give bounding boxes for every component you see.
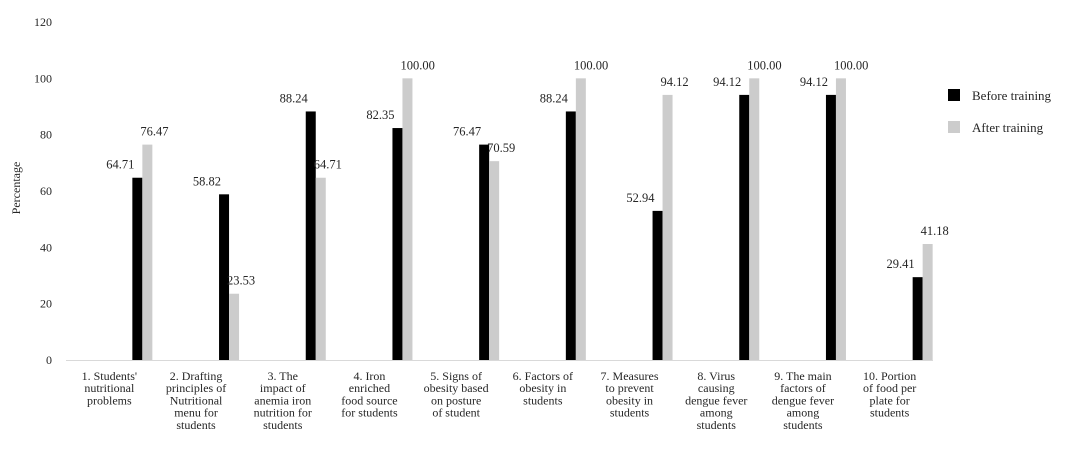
category-label: 10. Portion of food per plate for students [863,369,916,420]
y-tick-label: 20 [40,297,52,311]
bar-after-training [142,144,153,360]
bar-before-training [479,144,490,360]
bar-after-training [662,94,673,361]
category-label: 7. Measures to prevent obesity in students [601,369,659,420]
data-label: 64.71 [314,158,342,172]
category-label: 8. Virus causing dengue fever among students [685,369,747,432]
bar-after-training [402,78,413,360]
y-tick-label: 120 [34,15,52,29]
y-tick-label: 80 [40,128,52,142]
data-labels: 64.71 76.47 58.82 23.53 88.24 64.71 82.35 100.0… [106,58,949,287]
bars [132,78,933,361]
bar-after-training [575,78,586,360]
bar-after-training [489,161,500,360]
bar-after-training [749,78,760,360]
bar-after-training [229,293,240,360]
data-label: 94.12 [713,75,741,89]
legend-swatch-after-training [948,121,960,133]
category-label: 5. Signs of obesity based on posture of stu… [424,369,489,420]
category-label: 6. Factors of obesity in students [513,369,573,407]
data-label: 76.47 [140,125,168,139]
data-label: 100.00 [574,58,608,72]
bar-before-training [912,277,923,360]
category-labels: 1. Students' nutritional problems 2. Drafti… [82,369,917,432]
bar-before-training [392,128,403,360]
data-label: 70.59 [487,141,515,155]
category-label: 9. The main factors of dengue fever among st… [772,369,834,432]
legend-swatch-before-training [948,89,960,101]
y-axis-ticks: 0 20 40 60 80 100 120 [34,15,52,367]
data-label: 100.00 [747,58,781,72]
data-label: 100.00 [400,58,434,72]
legend-label: Before training [972,88,1052,103]
y-tick-label: 100 [34,71,52,85]
data-label: 88.24 [540,91,569,105]
data-label: 94.12 [800,75,828,89]
bar-before-training [825,94,836,361]
y-tick-label: 60 [40,184,52,198]
category-label: 1. Students' nutritional problems [82,369,138,407]
data-label: 41.18 [921,224,949,238]
y-axis-title: Percentage [9,162,23,215]
bar-after-training [835,78,846,360]
data-label: 23.53 [227,274,255,288]
category-label: 3. The impact of anemia iron nutrition for s… [254,369,312,432]
data-label: 94.12 [661,75,689,89]
legend-label: After training [972,120,1044,135]
bar-before-training [132,177,143,360]
bar-after-training [922,244,933,360]
data-label: 58.82 [193,174,221,188]
data-label: 100.00 [834,58,868,72]
data-label: 82.35 [366,108,394,122]
data-label: 64.71 [106,158,134,172]
bar-before-training [652,210,663,360]
legend: Before training After training [948,88,1052,135]
bar-before-training [219,194,230,360]
bar-before-training [565,111,576,360]
bar-after-training [315,177,326,360]
data-label: 76.47 [453,125,481,139]
data-label: 52.94 [626,191,655,205]
data-label: 88.24 [280,91,309,105]
y-tick-label: 0 [46,353,52,367]
category-label: 2. Drafting principles of Nutritional menu … [166,369,226,432]
data-label: 29.41 [887,257,915,271]
y-tick-label: 40 [40,240,52,254]
category-label: 4. Iron enriched food source for students [341,369,398,420]
bar-before-training [305,111,316,360]
bar-before-training [739,94,750,361]
